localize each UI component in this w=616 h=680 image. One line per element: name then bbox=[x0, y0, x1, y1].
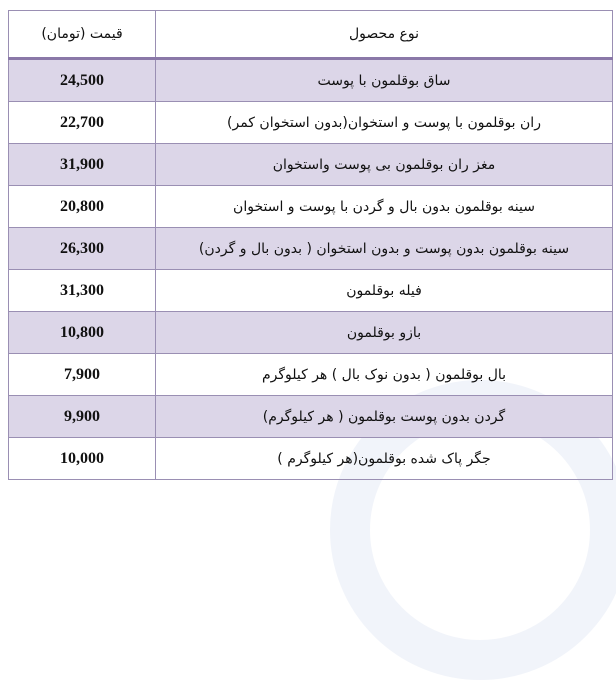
table-row: بازو بوقلمون 10,800 bbox=[8, 311, 613, 354]
price-cell: 31,900 bbox=[8, 143, 156, 186]
product-cell: سینه بوقلمون بدون بال و گردن با پوست و ا… bbox=[155, 185, 613, 228]
table-row: مغز ران بوقلمون بی پوست واستخوان 31,900 bbox=[8, 143, 613, 186]
price-cell: 22,700 bbox=[8, 101, 156, 144]
product-cell: ساق بوقلمون با پوست bbox=[155, 58, 613, 102]
table-row: جگر پاک شده بوقلمون(هر کیلوگرم ) 10,000 bbox=[8, 437, 613, 480]
product-cell: ران بوقلمون با پوست و استخوان(بدون استخو… bbox=[155, 101, 613, 144]
table-row: سینه بوقلمون بدون پوست و بدون استخوان ( … bbox=[8, 227, 613, 270]
table-row: گردن بدون پوست بوقلمون ( هر کیلوگرم) 9,90… bbox=[8, 395, 613, 438]
table-header: نوع محصول قیمت (تومان) bbox=[8, 10, 613, 60]
product-cell: مغز ران بوقلمون بی پوست واستخوان bbox=[155, 143, 613, 186]
price-table: نوع محصول قیمت (تومان) ساق بوقلمون با پو… bbox=[8, 10, 613, 480]
product-cell: بال بوقلمون ( بدون نوک بال ) هر کیلوگرم bbox=[155, 353, 613, 396]
header-price: قیمت (تومان) bbox=[8, 10, 156, 60]
table-row: بال بوقلمون ( بدون نوک بال ) هر کیلوگرم 7… bbox=[8, 353, 613, 396]
price-cell: 10,800 bbox=[8, 311, 156, 354]
product-cell: سینه بوقلمون بدون پوست و بدون استخوان ( … bbox=[155, 227, 613, 270]
product-cell: فیله بوقلمون bbox=[155, 269, 613, 312]
product-cell: گردن بدون پوست بوقلمون ( هر کیلوگرم) bbox=[155, 395, 613, 438]
price-cell: 20,800 bbox=[8, 185, 156, 228]
price-cell: 24,500 bbox=[8, 58, 156, 102]
price-cell: 26,300 bbox=[8, 227, 156, 270]
price-cell: 10,000 bbox=[8, 437, 156, 480]
price-cell: 9,900 bbox=[8, 395, 156, 438]
price-cell: 31,300 bbox=[8, 269, 156, 312]
product-cell: جگر پاک شده بوقلمون(هر کیلوگرم ) bbox=[155, 437, 613, 480]
table-row: سینه بوقلمون بدون بال و گردن با پوست و ا… bbox=[8, 185, 613, 228]
table-row: ران بوقلمون با پوست و استخوان(بدون استخو… bbox=[8, 101, 613, 144]
price-cell: 7,900 bbox=[8, 353, 156, 396]
header-product: نوع محصول bbox=[155, 10, 613, 60]
product-cell: بازو بوقلمون bbox=[155, 311, 613, 354]
table-row: ساق بوقلمون با پوست 24,500 bbox=[8, 58, 613, 102]
table-row: فیله بوقلمون 31,300 bbox=[8, 269, 613, 312]
